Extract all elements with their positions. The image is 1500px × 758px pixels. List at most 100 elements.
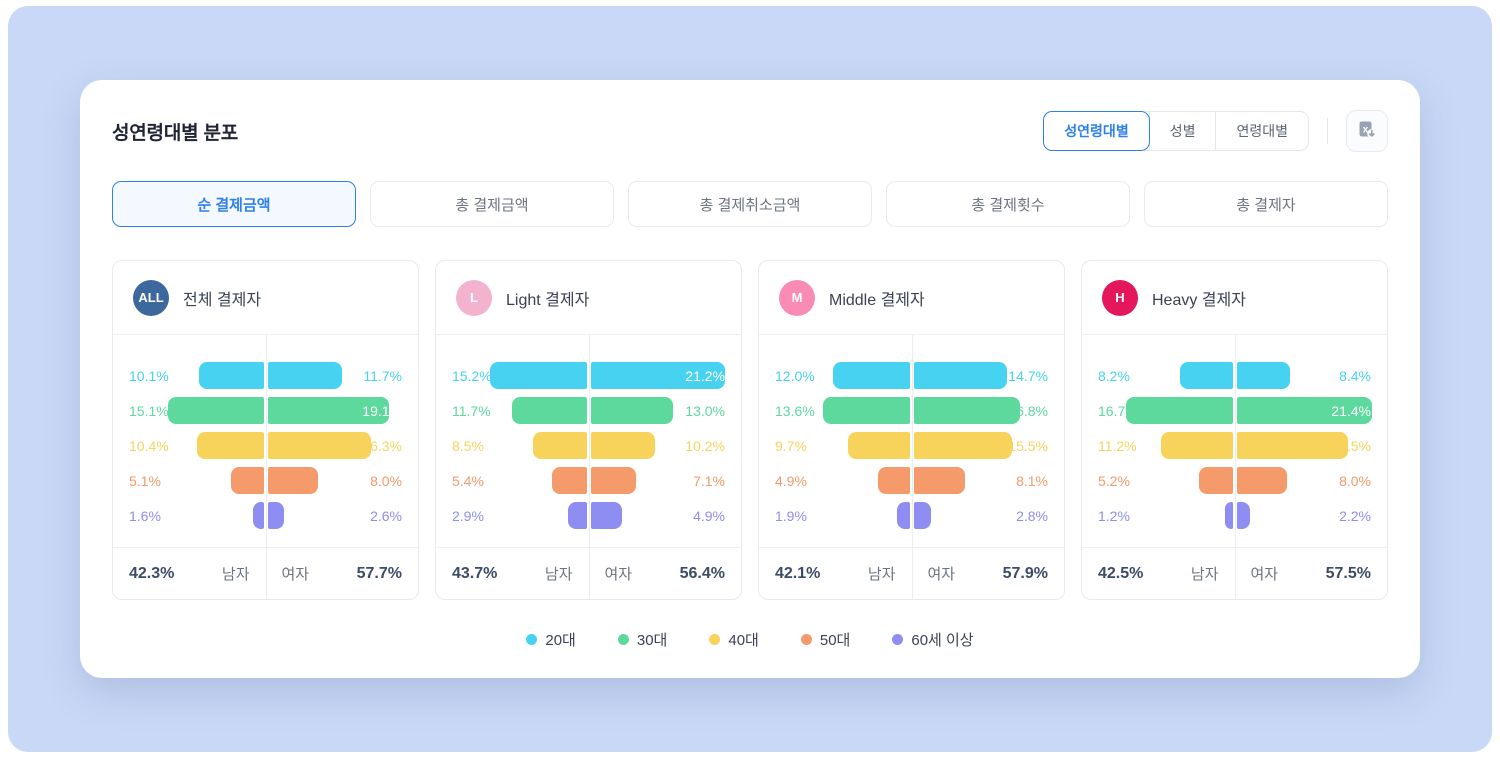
bar-female bbox=[590, 362, 726, 389]
metric-tab-3[interactable]: 총 결제횟수 bbox=[886, 181, 1130, 227]
bar-row-30대: 13.6% 16.8% bbox=[759, 393, 1064, 428]
bar-female bbox=[913, 502, 932, 529]
page-background: 성연령대별 분포 성연령대별 성별 연령대별 x 순 결제금액 총 결제금 bbox=[8, 6, 1492, 752]
bar-value-male: 5.4% bbox=[452, 472, 484, 489]
divider bbox=[1327, 118, 1328, 144]
legend-item-1[interactable]: 30대 bbox=[617, 628, 668, 650]
butterfly-chart: 8.2% 8.4% 16.7% 21.4% 11.2% 17.5% 5.2% 8.0% 1.2%… bbox=[1082, 335, 1387, 547]
bar-female bbox=[267, 362, 342, 389]
bar-male bbox=[878, 467, 910, 494]
legend-label: 50대 bbox=[819, 631, 851, 649]
footer-centerline bbox=[911, 548, 913, 599]
distribution-card-h: H Heavy 결제자 8.2% 8.4% 16.7% 21.4% 11.2% 17.5% 5.… bbox=[1081, 260, 1388, 600]
excel-export-button[interactable]: x bbox=[1346, 110, 1388, 152]
female-label: 여자 bbox=[927, 566, 956, 583]
metric-tab-0[interactable]: 순 결제금액 bbox=[112, 181, 356, 227]
bar-value-male: 8.2% bbox=[1098, 367, 1130, 384]
bar-female bbox=[1236, 502, 1251, 529]
card-title: Light 결제자 bbox=[506, 291, 590, 309]
bar-male bbox=[823, 397, 910, 424]
legend-item-0[interactable]: 20대 bbox=[526, 628, 576, 650]
view-tab-0[interactable]: 성연령대별 bbox=[1043, 111, 1150, 151]
bar-value-male: 15.1% bbox=[129, 402, 169, 419]
legend-item-3[interactable]: 50대 bbox=[800, 628, 851, 650]
footer-male-half: 43.7% 남자 bbox=[436, 548, 589, 599]
bar-value-female: 16.3% bbox=[362, 437, 402, 454]
male-total: 42.3% bbox=[129, 564, 175, 582]
card-footer: 43.7% 남자 여자 56.4% bbox=[436, 547, 741, 599]
bar-value-male: 13.6% bbox=[775, 402, 815, 419]
male-total: 43.7% bbox=[452, 564, 498, 582]
legend-label: 30대 bbox=[636, 631, 668, 649]
bar-male bbox=[197, 432, 264, 459]
bar-value-female: 11.7% bbox=[363, 367, 402, 384]
legend-item-2[interactable]: 40대 bbox=[709, 628, 759, 650]
bar-male bbox=[231, 467, 264, 494]
male-total: 42.1% bbox=[775, 564, 821, 582]
bar-female bbox=[1236, 362, 1290, 389]
legend-label: 40대 bbox=[728, 631, 759, 649]
bar-male bbox=[532, 432, 587, 459]
bar-female bbox=[267, 432, 371, 459]
male-label: 남자 bbox=[544, 566, 573, 583]
card-footer: 42.1% 남자 여자 57.9% bbox=[759, 547, 1064, 599]
bar-male bbox=[167, 397, 264, 424]
metric-tab-4[interactable]: 총 결제자 bbox=[1144, 181, 1388, 227]
bar-value-female: 7.1% bbox=[693, 472, 725, 489]
chart-centerline bbox=[588, 335, 590, 547]
butterfly-chart: 10.1% 11.7% 15.1% 19.1% 10.4% 16.3% 5.1% 8.0% 1.… bbox=[113, 335, 418, 547]
footer-centerline bbox=[1234, 548, 1236, 599]
legend-item-4[interactable]: 60세 이상 bbox=[892, 628, 974, 650]
bar-male bbox=[512, 397, 587, 424]
bar-row-20대: 15.2% 21.2% bbox=[436, 358, 741, 393]
metric-tab-1[interactable]: 총 결제금액 bbox=[370, 181, 614, 227]
view-tab-2[interactable]: 연령대별 bbox=[1215, 112, 1308, 150]
bar-value-male: 5.2% bbox=[1098, 472, 1130, 489]
footer-centerline bbox=[265, 548, 267, 599]
bar-row-30대: 16.7% 21.4% bbox=[1082, 393, 1387, 428]
svg-text:x: x bbox=[1363, 124, 1369, 135]
footer-female-half: 여자 57.9% bbox=[912, 548, 1065, 599]
view-tab-1[interactable]: 성별 bbox=[1148, 112, 1216, 150]
group-badge: ALL bbox=[133, 279, 169, 316]
bar-value-male: 8.5% bbox=[452, 437, 484, 454]
female-total: 56.4% bbox=[679, 564, 725, 582]
legend-dot-icon bbox=[800, 633, 812, 645]
card-header: H Heavy 결제자 bbox=[1082, 261, 1387, 335]
bar-male bbox=[847, 432, 910, 459]
card-title: Middle 결제자 bbox=[829, 291, 925, 309]
bar-value-female: 15.5% bbox=[1008, 437, 1048, 454]
bar-value-male: 2.9% bbox=[452, 507, 484, 524]
main-panel: 성연령대별 분포 성연령대별 성별 연령대별 x 순 결제금액 총 결제금 bbox=[80, 80, 1420, 678]
bar-value-male: 5.1% bbox=[129, 472, 161, 489]
bar-value-male: 1.2% bbox=[1098, 507, 1130, 524]
bar-row-60세 이상: 1.9% 2.8% bbox=[759, 498, 1064, 533]
bar-row-50대: 5.1% 8.0% bbox=[113, 463, 418, 498]
bar-male bbox=[568, 502, 587, 529]
bar-male bbox=[1126, 397, 1233, 424]
bar-value-male: 11.2% bbox=[1098, 437, 1137, 454]
bar-male bbox=[489, 362, 587, 389]
card-header: M Middle 결제자 bbox=[759, 261, 1064, 335]
bar-male bbox=[253, 502, 264, 529]
bar-row-30대: 15.1% 19.1% bbox=[113, 393, 418, 428]
bar-female bbox=[267, 502, 284, 529]
bar-value-female: 17.5% bbox=[1331, 437, 1371, 454]
bar-row-50대: 5.4% 7.1% bbox=[436, 463, 741, 498]
bar-female bbox=[590, 467, 636, 494]
bar-value-male: 1.9% bbox=[775, 507, 807, 524]
bar-value-female: 8.1% bbox=[1016, 472, 1048, 489]
footer-male-half: 42.3% 남자 bbox=[113, 548, 266, 599]
metric-tab-2[interactable]: 총 결제취소금액 bbox=[628, 181, 872, 227]
page-title: 성연령대별 분포 bbox=[112, 123, 239, 144]
bar-female bbox=[590, 397, 674, 424]
chart-centerline bbox=[911, 335, 913, 547]
bar-value-female: 21.4% bbox=[1331, 402, 1371, 419]
bar-value-female: 2.2% bbox=[1339, 507, 1371, 524]
bar-row-30대: 11.7% 13.0% bbox=[436, 393, 741, 428]
footer-female-half: 여자 57.7% bbox=[266, 548, 419, 599]
bar-male bbox=[1180, 362, 1233, 389]
distribution-cards: ALL 전체 결제자 10.1% 11.7% 15.1% 19.1% 10.4% 16.3% 5… bbox=[112, 260, 1388, 600]
bar-row-20대: 8.2% 8.4% bbox=[1082, 358, 1387, 393]
bar-male bbox=[199, 362, 264, 389]
